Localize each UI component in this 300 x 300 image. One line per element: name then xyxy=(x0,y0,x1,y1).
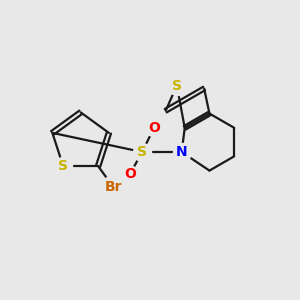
Text: S: S xyxy=(172,79,182,93)
Text: O: O xyxy=(148,121,160,135)
Text: S: S xyxy=(58,159,68,173)
Text: N: N xyxy=(176,145,188,159)
Text: Br: Br xyxy=(104,180,122,194)
Text: S: S xyxy=(137,145,147,159)
Text: O: O xyxy=(124,167,136,181)
